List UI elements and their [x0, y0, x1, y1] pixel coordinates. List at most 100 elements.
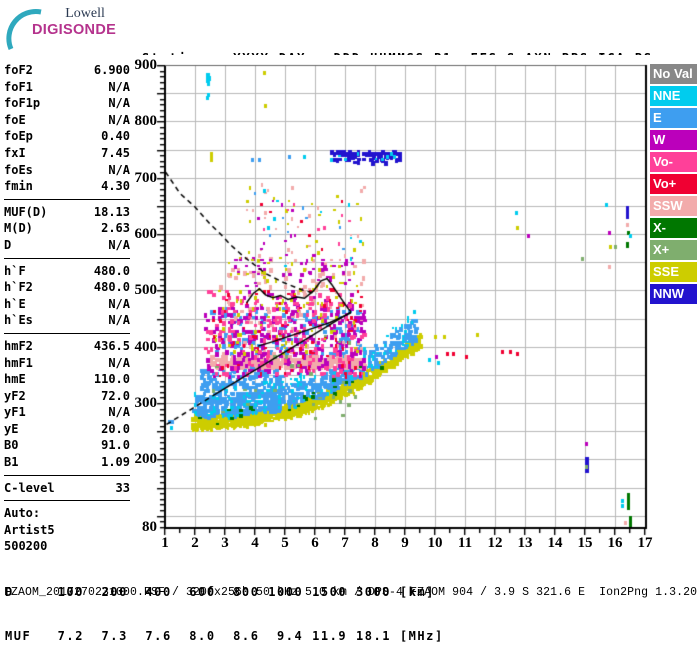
- legend-item-ssw: SSW: [650, 196, 697, 216]
- param-label: B0: [4, 438, 19, 453]
- x-tick-label: 14: [547, 535, 563, 551]
- divider: [4, 198, 130, 200]
- d-distance-row: D 100 200 400 600 800 1000 1500 3000 [km…: [5, 585, 435, 599]
- x-tick-label: 11: [457, 535, 473, 551]
- x-tick-label: 7: [341, 535, 349, 551]
- param-row: hmF2 436.5: [4, 338, 130, 355]
- param-label: M(D): [4, 221, 33, 236]
- param-label: h`F: [4, 263, 26, 278]
- param-value: 91.0: [101, 438, 130, 453]
- param-value: N/A: [108, 355, 130, 370]
- y-tick-label: 700: [134, 169, 158, 186]
- param-row: fxI 7.45: [4, 145, 130, 162]
- param-label: hmF1: [4, 355, 33, 370]
- param-row: foF2 6.900: [4, 62, 130, 79]
- param-value: 480.0: [93, 280, 130, 295]
- legend-item-x+: X+: [650, 240, 697, 260]
- digisonde-logo: Lowell DIGISONDE: [6, 6, 116, 54]
- param-row: yF1 N/A: [4, 404, 130, 421]
- param-row: foE N/A: [4, 112, 130, 129]
- param-row: h`F2 480.0: [4, 279, 130, 296]
- param-row: yE 20.0: [4, 421, 130, 438]
- param-label: yF2: [4, 388, 26, 403]
- param-row: h`F 480.0: [4, 263, 130, 280]
- param-value: N/A: [108, 296, 130, 311]
- ionogram-plot: [130, 55, 700, 560]
- legend-item-e: E: [650, 108, 697, 128]
- param-value: N/A: [108, 237, 130, 252]
- y-tick-label: 80: [142, 519, 157, 535]
- legend-item-w: W: [650, 130, 697, 150]
- param-label: yE: [4, 421, 19, 436]
- param-label: h`E: [4, 296, 26, 311]
- y-tick-label: 900: [134, 57, 158, 73]
- param-label: C-level: [4, 480, 55, 495]
- param-value: N/A: [108, 112, 130, 127]
- param-label: foF1p: [4, 96, 41, 111]
- x-tick-label: 13: [517, 535, 533, 551]
- y-tick-label: 500: [134, 282, 158, 299]
- y-tick-label: 600: [134, 226, 158, 243]
- legend-item-x-: X-: [650, 218, 697, 238]
- param-value: 4.30: [101, 179, 130, 194]
- param-label: fmin: [4, 179, 33, 194]
- param-row: h`E N/A: [4, 296, 130, 313]
- param-value: 436.5: [93, 338, 130, 353]
- param-row: foEp 0.40: [4, 128, 130, 145]
- param-row: fmin 4.30: [4, 178, 130, 195]
- x-tick-label: 15: [577, 535, 593, 551]
- legend-item-vo-: Vo-: [650, 152, 697, 172]
- legend-item-sse: SSE: [650, 262, 697, 282]
- param-row: M(D) 2.63: [4, 220, 130, 237]
- param-row: foEs N/A: [4, 162, 130, 179]
- logo-digisonde-text: DIGISONDE: [32, 22, 117, 38]
- param-label: 500200: [4, 539, 48, 554]
- param-value: 1.09: [101, 455, 130, 470]
- param-row: h`Es N/A: [4, 312, 130, 329]
- y-tick-label: 300: [134, 395, 158, 412]
- param-value: N/A: [108, 79, 130, 94]
- legend-item-noval: No Val: [650, 64, 697, 84]
- logo-lowell-text: Lowell: [65, 6, 105, 21]
- param-label: D: [4, 237, 12, 252]
- param-value: N/A: [108, 96, 130, 111]
- x-tick-label: 10: [427, 535, 443, 551]
- param-value: 480.0: [93, 263, 130, 278]
- param-row: MUF(D) 18.13: [4, 204, 130, 221]
- param-row: 500200: [4, 538, 130, 555]
- param-row: foF1 N/A: [4, 79, 130, 96]
- param-value: 18.13: [93, 204, 130, 219]
- legend-item-vo+: Vo+: [650, 174, 697, 194]
- param-value: N/A: [108, 405, 130, 420]
- param-row: yF2 72.0: [4, 388, 130, 405]
- y-tick-label: 200: [134, 451, 158, 468]
- y-tick-label: 800: [134, 113, 158, 130]
- param-row: Auto:: [4, 505, 130, 522]
- param-row: B0 91.0: [4, 437, 130, 454]
- parameter-panel: foF2 6.900 foF1 N/A foF1p N/A foE N/A foEp 0.40 fx…: [4, 62, 130, 555]
- param-label: Auto:: [4, 506, 41, 521]
- param-label: hmF2: [4, 338, 33, 353]
- legend-item-nnw: NNW: [650, 284, 697, 304]
- param-value: N/A: [108, 162, 130, 177]
- param-label: foEs: [4, 162, 33, 177]
- param-row: D N/A: [4, 237, 130, 254]
- x-tick-label: 4: [251, 535, 259, 551]
- param-value: 72.0: [101, 388, 130, 403]
- dmuf-table: D 100 200 400 600 800 1000 1500 3000 [km…: [5, 556, 444, 658]
- x-tick-label: 5: [281, 535, 289, 551]
- x-tick-label: 1: [161, 535, 169, 551]
- param-label: B1: [4, 455, 19, 470]
- logo-arc-icon: [6, 9, 42, 50]
- x-tick-label: 16: [607, 535, 623, 551]
- param-row: Artist5: [4, 522, 130, 539]
- param-value: 6.900: [93, 63, 130, 77]
- param-label: Artist5: [4, 522, 55, 537]
- param-value: 0.40: [101, 129, 130, 144]
- x-tick-label: 6: [311, 535, 319, 551]
- divider: [4, 474, 130, 476]
- param-label: foEp: [4, 129, 33, 144]
- param-label: h`Es: [4, 313, 33, 328]
- x-tick-label: 9: [401, 535, 409, 551]
- param-label: fxI: [4, 145, 26, 160]
